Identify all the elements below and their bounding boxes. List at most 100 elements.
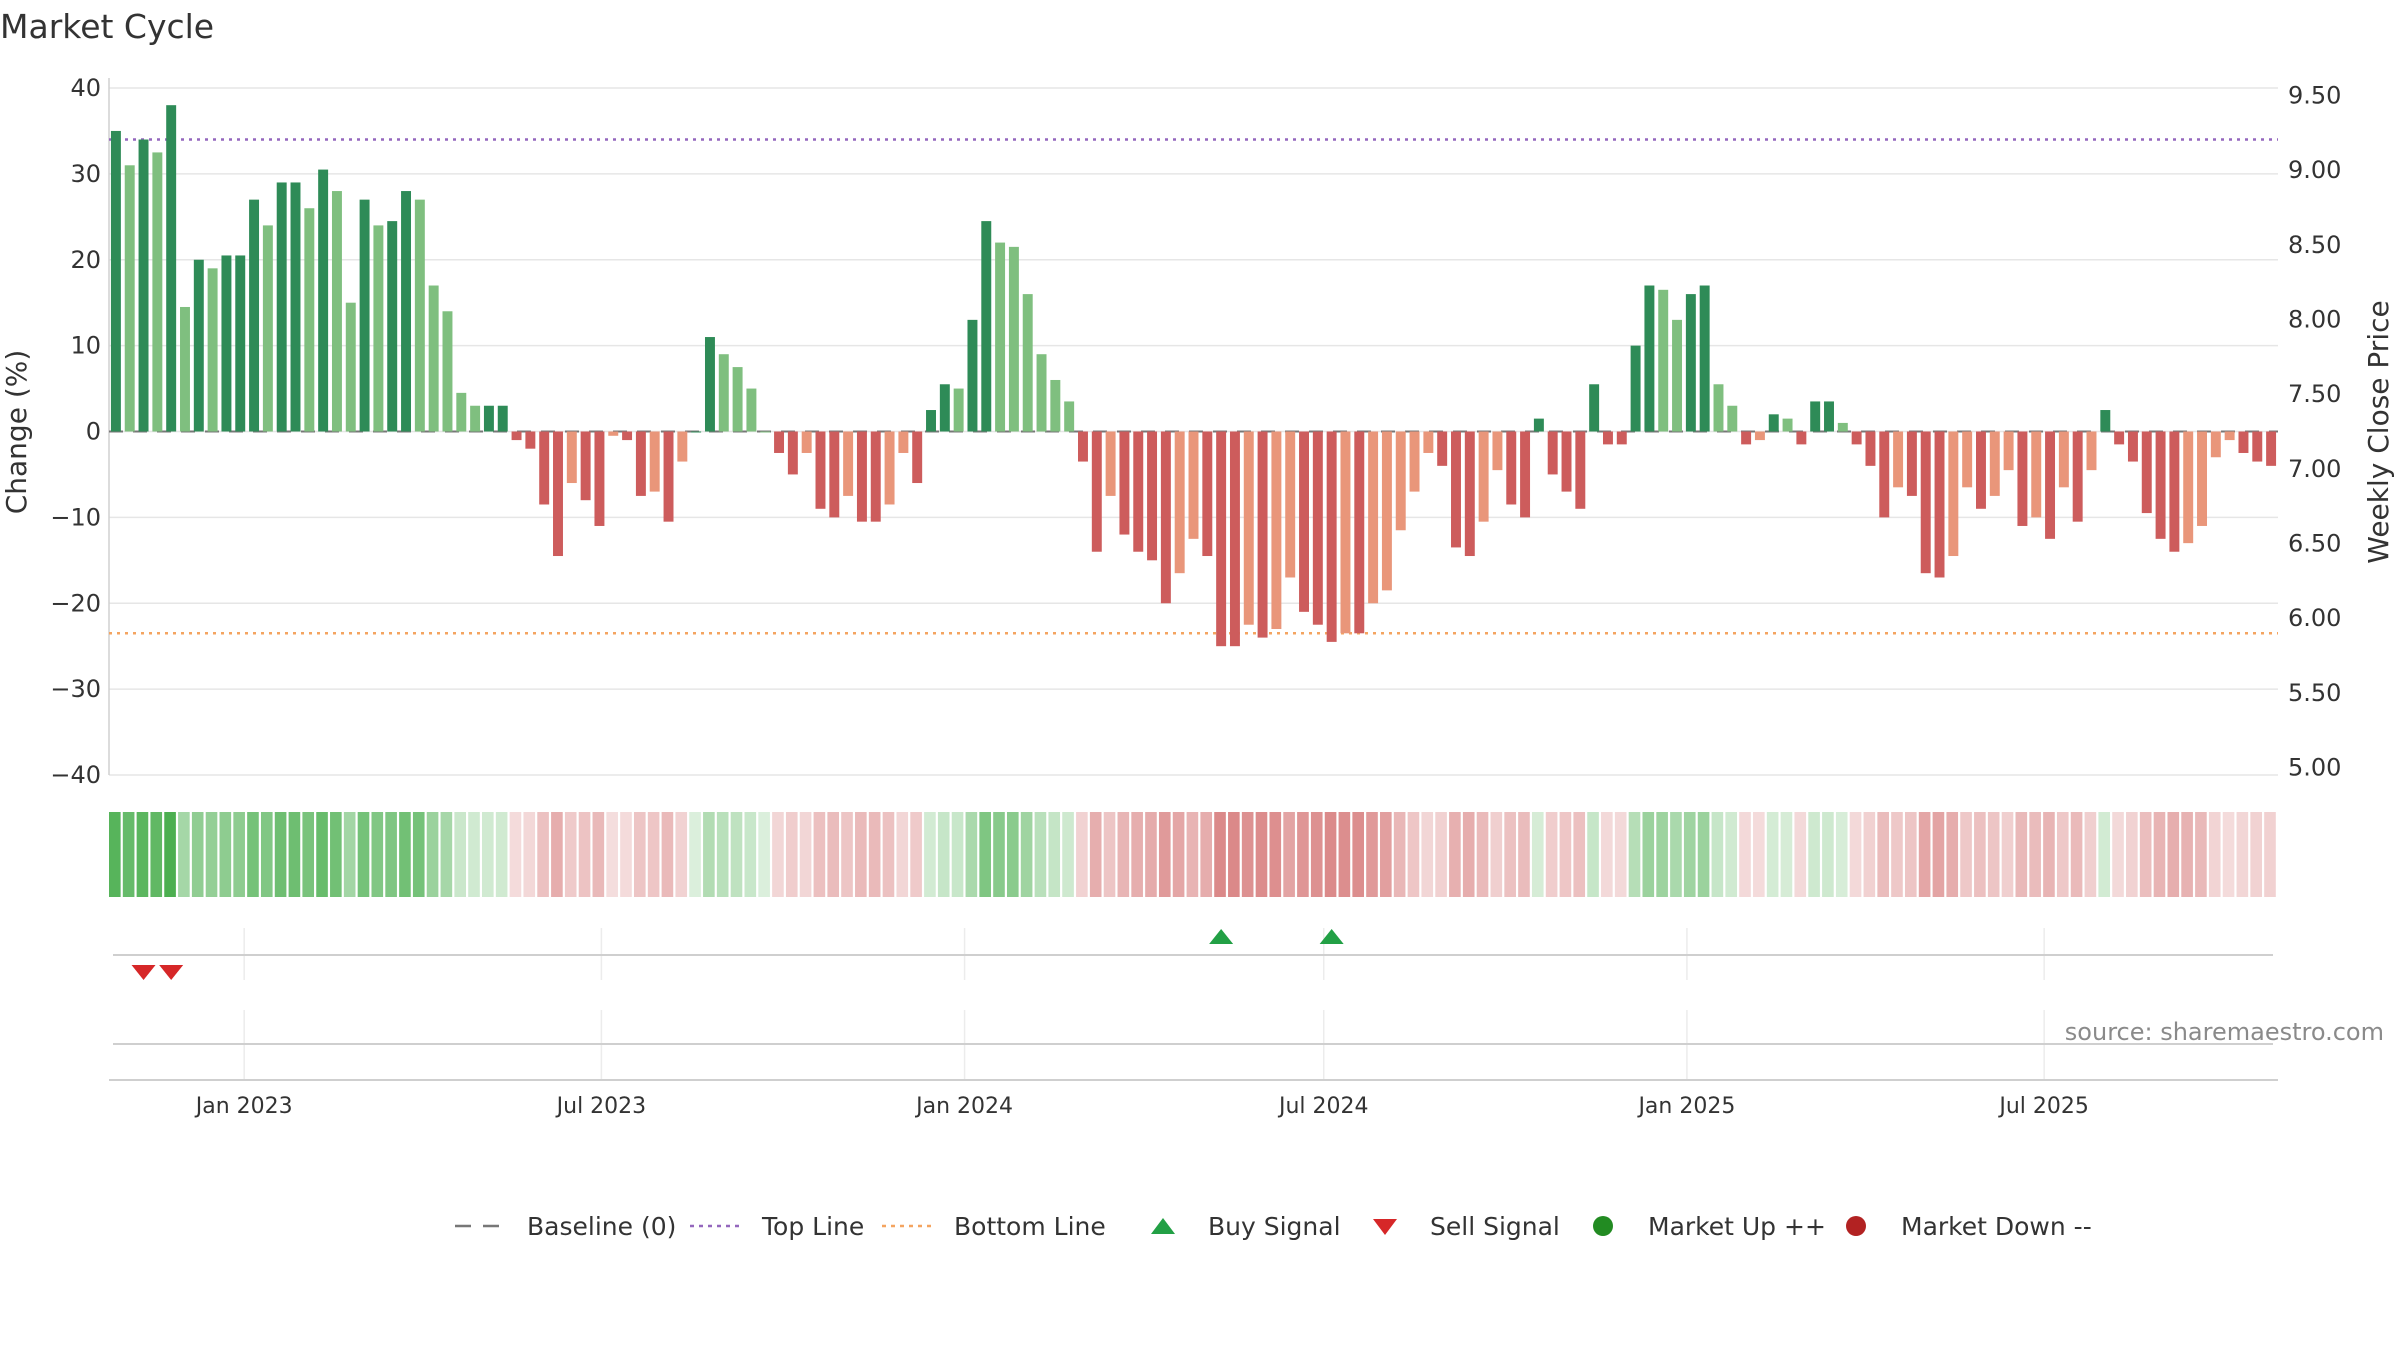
change-bar [152,152,163,432]
heat-cell [233,812,245,897]
change-bar [2197,431,2207,526]
heat-cell [1352,812,1364,897]
change-bar [829,431,840,518]
heat-cell [2084,812,2097,897]
heat-cell [564,812,577,897]
change-bar [497,405,508,432]
heat-cell [1380,812,1392,897]
change-bar [1768,414,1779,432]
change-bar [2169,431,2180,552]
sell-signal-marker [131,965,156,980]
change-bar [843,431,854,496]
change-bar [1105,431,1116,496]
change-bar [1064,401,1075,432]
change-bar [1285,431,1296,578]
heat-cell [1656,812,1668,897]
legend-swatch [1373,1219,1397,1235]
change-bar [1754,431,1765,441]
heat-cell [1573,812,1586,897]
heat-cell [385,812,397,897]
change-bar [1050,379,1061,432]
change-bar [1782,418,1793,432]
change-bar [898,431,909,453]
change-bar [1589,384,1600,432]
change-bar [1962,431,1973,488]
left-tick-label: 20 [70,246,101,274]
heat-cell [2236,812,2249,897]
change-bar [1851,431,1862,445]
change-bar [1561,431,1572,492]
heat-cell [302,812,315,897]
heat-cell [316,812,328,897]
change-bar [746,388,757,432]
heat-cell [1145,812,1157,897]
right-tick-label: 6.00 [2288,604,2341,632]
change-bar [2266,431,2277,466]
heat-cell [1435,812,1447,897]
heat-cell [1753,812,1765,897]
change-bar [718,354,729,432]
heat-cell [2222,812,2235,897]
heat-cell [1338,812,1351,897]
heat-cell [2195,812,2207,897]
heat-cell [191,812,204,897]
heat-cell [1628,812,1641,897]
heat-cell [2126,812,2138,897]
change-bar [359,199,370,432]
source-note: source: sharemaestro.com [2065,1018,2384,1046]
change-bar [691,431,702,433]
left-tick-label: −30 [50,675,101,703]
change-bar [1478,431,1489,522]
heat-cell [136,812,149,897]
change-bar [1299,431,1309,612]
heat-cell [965,812,978,897]
heat-cell [1904,812,1917,897]
change-bar [2003,431,2014,471]
change-bar [1395,431,1406,531]
change-bar [2058,431,2069,488]
change-bar [1616,431,1627,445]
legend-label: Market Down -- [1901,1212,2092,1241]
x-tick-label: Jul 2025 [1997,1094,2089,1119]
change-bar [1865,431,1876,466]
change-bar [2141,431,2152,514]
change-bar [1934,431,1945,578]
change-bar [249,199,260,432]
heat-cell [1131,812,1143,897]
change-bar [953,388,964,432]
heat-cell [1642,812,1655,897]
change-bar [483,405,494,432]
change-bar [1174,431,1185,574]
change-bar [1326,431,1337,642]
heat-cell [578,812,591,897]
change-bar [1658,289,1669,432]
heat-cell [495,812,508,897]
heat-cell [1877,812,1889,897]
change-bar [1906,431,1917,496]
change-bar [1824,401,1834,432]
legend-label: Top Line [761,1212,864,1241]
heat-cell [772,812,784,897]
change-bar [1368,431,1379,604]
change-bar [1920,431,1931,574]
heat-cell [1725,812,1738,897]
heat-cell [1711,812,1724,897]
heat-cell [274,812,287,897]
legend-swatch [1593,1216,1613,1236]
change-bar [1437,431,1448,466]
change-bar [1451,431,1461,548]
change-bar [1160,431,1171,604]
change-bar [677,431,688,462]
heat-cell [1006,812,1019,897]
right-axis-title: Weekly Close Price [2362,300,2395,563]
x-tick-label: Jan 2023 [194,1094,293,1119]
heat-cell [357,812,370,897]
change-bar [2045,431,2056,539]
heat-cell [1531,812,1544,897]
heat-cell [1476,812,1489,897]
heat-cell [1103,812,1116,897]
heat-cell [1393,812,1406,897]
heat-cell [1614,812,1627,897]
change-bar [1243,431,1254,625]
legend-item: Market Down -- [1846,1212,2092,1241]
